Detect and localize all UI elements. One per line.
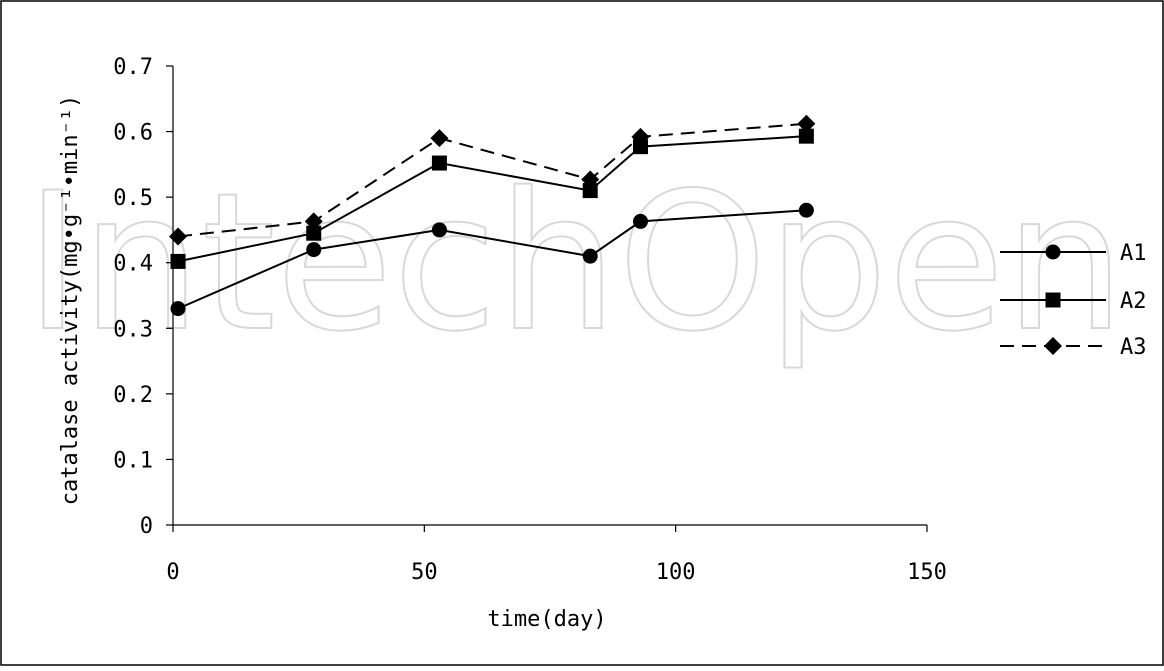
data-point-a2 <box>582 183 598 199</box>
data-point-a2 <box>306 225 322 241</box>
legend-label-a3: A3 <box>1120 335 1147 360</box>
data-point-a1 <box>632 213 648 229</box>
data-point-a1 <box>306 242 322 258</box>
watermark-logo: IntechOpen <box>25 152 1125 373</box>
y-tick-label: 0.5 <box>113 186 153 211</box>
legend-marker-a3 <box>1044 337 1062 355</box>
series-line-a3 <box>177 122 807 238</box>
x-tick-label: 0 <box>166 560 179 585</box>
y-tick-label: 0 <box>140 514 153 539</box>
legend-label-a1: A1 <box>1120 241 1147 266</box>
data-point-a3 <box>797 114 816 133</box>
legend-marker-a1 <box>1045 244 1061 260</box>
y-tick-label: 0.3 <box>113 317 153 342</box>
series-line-a2 <box>177 135 807 263</box>
data-point-a1 <box>431 222 447 238</box>
y-axis-title: catalase activity(mg•g⁻¹•min⁻¹) <box>58 95 83 506</box>
x-axis-title: time(day) <box>487 607 606 632</box>
legend-label-a2: A2 <box>1120 289 1147 314</box>
y-tick-label: 0.4 <box>113 252 153 277</box>
data-point-a2 <box>431 155 447 171</box>
data-point-a1 <box>798 202 814 218</box>
data-point-a3 <box>430 129 449 148</box>
data-point-a3 <box>631 127 650 146</box>
data-point-a3 <box>304 212 323 231</box>
data-point-a2 <box>632 139 648 155</box>
data-point-a2 <box>170 253 186 269</box>
y-tick-label: 0.2 <box>113 383 153 408</box>
x-tick-label: 150 <box>907 560 947 585</box>
legend-marker-a2 <box>1045 292 1061 308</box>
x-tick-label: 100 <box>656 560 696 585</box>
x-tick-label: 50 <box>411 560 438 585</box>
data-point-a1 <box>582 248 598 264</box>
y-tick-label: 0.6 <box>113 121 153 146</box>
legend: A1 A2 A3 <box>1000 241 1147 360</box>
data-point-a3 <box>169 227 188 246</box>
data-point-a2 <box>798 128 814 144</box>
y-tick-label: 0.7 <box>113 55 153 80</box>
data-point-a1 <box>170 301 186 317</box>
data-point-a3 <box>581 170 600 189</box>
plot-area: 0 0.1 0.2 0.3 0.4 0.5 0.6 0.7 0 50 100 150 <box>113 55 947 585</box>
series-line-a1 <box>177 209 807 310</box>
y-tick-label: 0.1 <box>113 448 153 473</box>
